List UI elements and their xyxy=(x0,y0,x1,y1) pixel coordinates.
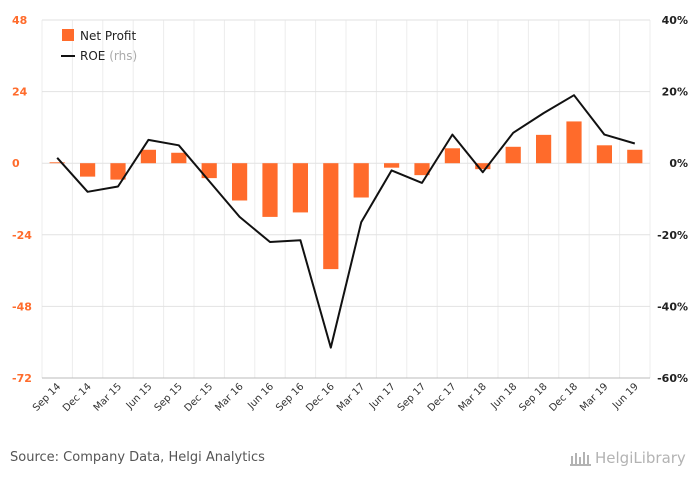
y-right-tick-label: 40% xyxy=(662,14,688,27)
bar-net-profit xyxy=(384,163,400,168)
y-right-tick-label: -60% xyxy=(657,372,688,385)
y-right-tick-label: 20% xyxy=(662,86,688,99)
helgi-library-logo: HelgiLibrary xyxy=(570,449,686,467)
bar-net-profit xyxy=(171,152,187,164)
x-tick-label: Jun 17 xyxy=(367,381,398,412)
bar-net-profit xyxy=(475,163,491,170)
x-tick-label: Mar 18 xyxy=(457,381,489,413)
bar-net-profit xyxy=(49,162,65,164)
x-tick-label: Mar 16 xyxy=(213,381,245,413)
bar-net-profit xyxy=(505,146,521,164)
x-tick-label: Sep 14 xyxy=(31,381,63,413)
x-tick-label: Sep 15 xyxy=(153,381,185,413)
y-right-tick-label: -40% xyxy=(657,300,688,313)
bar-net-profit xyxy=(414,163,430,176)
y-right-tick-label: 0% xyxy=(669,157,688,170)
bar-net-profit xyxy=(262,163,278,217)
x-tick-label: Jun 19 xyxy=(610,381,641,412)
line-roe xyxy=(56,94,636,349)
bar-net-profit xyxy=(80,163,96,177)
y-left-tick-label: -24 xyxy=(12,229,32,242)
bar-net-profit xyxy=(627,149,643,164)
x-tick-label: Dec 17 xyxy=(426,381,459,414)
x-tick-label: Jun 16 xyxy=(245,381,276,412)
y-left-tick-label: 0 xyxy=(12,157,20,170)
bar-net-profit xyxy=(323,163,339,270)
x-tick-label: Jun 15 xyxy=(124,381,155,412)
x-tick-label: Mar 15 xyxy=(92,381,124,413)
logo-text: HelgiLibrary xyxy=(595,449,686,467)
bar-net-profit xyxy=(444,148,460,164)
x-tick-label: Dec 18 xyxy=(547,381,580,414)
bar-net-profit xyxy=(596,145,612,164)
y-left-tick-label: 48 xyxy=(12,14,27,27)
x-tick-label: Dec 16 xyxy=(304,381,337,414)
bar-net-profit xyxy=(140,149,156,164)
legend-label-net-profit: Net Profit xyxy=(80,29,136,43)
source-note: Source: Company Data, Helgi Analytics xyxy=(10,450,265,465)
y-right-tick-label: -20% xyxy=(657,229,688,242)
x-tick-label: Sep 17 xyxy=(396,381,428,413)
bar-net-profit xyxy=(110,163,126,180)
x-tick-label: Dec 15 xyxy=(183,381,216,414)
x-tick-label: Jun 18 xyxy=(489,381,520,412)
bar-net-profit xyxy=(292,163,308,213)
x-tick-label: Dec 14 xyxy=(61,381,94,414)
bar-net-profit xyxy=(536,134,552,164)
legend-swatch-net-profit xyxy=(62,29,74,41)
bar-net-profit xyxy=(353,163,369,198)
y-left-tick-label: 24 xyxy=(12,86,28,99)
legend-label-roe: ROE (rhs) xyxy=(80,49,137,63)
bar-net-profit xyxy=(566,121,582,164)
x-tick-label: Mar 19 xyxy=(578,381,610,413)
y-left-tick-label: -72 xyxy=(12,372,32,385)
x-tick-label: Sep 18 xyxy=(517,381,549,413)
bar-net-profit xyxy=(201,163,217,179)
x-tick-label: Mar 17 xyxy=(335,381,367,413)
x-tick-label: Sep 16 xyxy=(274,381,306,413)
logo-icon xyxy=(570,452,591,466)
bar-net-profit xyxy=(232,163,248,201)
y-left-tick-label: -48 xyxy=(12,300,32,313)
